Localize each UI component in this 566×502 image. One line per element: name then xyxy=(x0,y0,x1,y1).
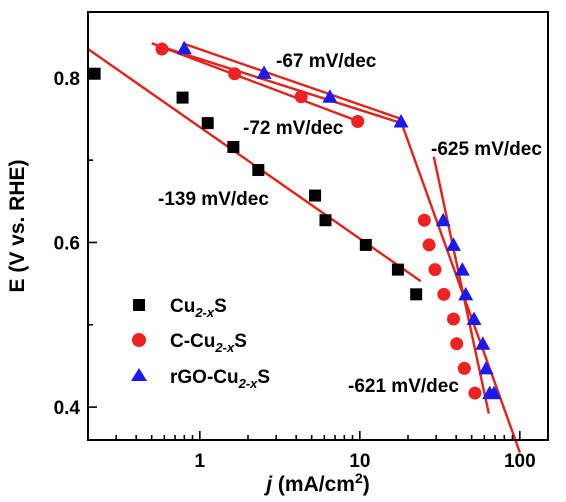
legend-marker-rgo xyxy=(131,368,147,381)
legend-label-cu2s: Cu2-xS xyxy=(170,296,227,320)
plot-frame xyxy=(87,11,549,441)
fit-line-1 xyxy=(151,42,364,125)
point-c-cu2s-4 xyxy=(417,213,431,227)
x-axis-title: j (mA/cm2) xyxy=(263,470,370,496)
x-tick-label-2: 100 xyxy=(504,451,536,472)
point-cu2s-1 xyxy=(176,91,189,104)
point-cu2s-2 xyxy=(201,117,214,130)
point-rgo-cu2s-0 xyxy=(176,40,192,55)
point-c-cu2s-8 xyxy=(447,312,461,326)
point-rgo-cu2s-8 xyxy=(466,311,482,326)
point-cu2s-7 xyxy=(359,238,372,251)
x-tick-label-1: 10 xyxy=(349,451,370,472)
legend: Cu2-xS C-Cu2-xS rGO-Cu2-xS xyxy=(131,296,270,391)
data-markers xyxy=(88,40,502,400)
point-rgo-cu2s-6 xyxy=(454,262,470,276)
point-c-cu2s-11 xyxy=(468,386,482,400)
axis-ticks: 1 10 100 0.4 0.6 0.8 xyxy=(54,69,536,472)
fit-line-5 xyxy=(182,42,402,121)
point-rgo-cu2s-1 xyxy=(256,65,272,79)
point-rgo-cu2s-7 xyxy=(458,286,474,301)
y-axis-title: E (V vs. RHE) xyxy=(6,159,29,292)
y-tick-label-1: 0.6 xyxy=(54,233,80,254)
point-cu2s-8 xyxy=(391,263,404,276)
point-c-cu2s-1 xyxy=(228,67,242,81)
annotation-139: -139 mV/dec xyxy=(158,189,269,210)
x-tick-label-0: 1 xyxy=(195,451,206,472)
y-tick-label-0: 0.4 xyxy=(54,398,81,419)
fit-line-4 xyxy=(432,156,490,414)
annotation-67: -67 mV/dec xyxy=(276,51,377,72)
point-cu2s-0 xyxy=(88,67,101,80)
point-cu2s-5 xyxy=(309,189,322,202)
point-cu2s-6 xyxy=(319,214,332,227)
legend-label-c-cu2s: C-Cu2-xS xyxy=(170,331,247,355)
legend-marker-cu2s xyxy=(133,299,145,311)
point-c-cu2s-2 xyxy=(294,90,308,104)
point-c-cu2s-10 xyxy=(457,361,471,375)
point-rgo-cu2s-12 xyxy=(486,385,502,400)
fit-line-2 xyxy=(155,43,402,125)
point-cu2s-9 xyxy=(410,288,423,301)
point-rgo-cu2s-2 xyxy=(322,89,338,103)
point-rgo-cu2s-10 xyxy=(478,360,494,375)
annotation-621: -621 mV/dec xyxy=(348,376,459,397)
legend-marker-c-cu2s xyxy=(132,333,146,347)
annotation-72: -72 mV/dec xyxy=(243,118,344,139)
point-c-cu2s-6 xyxy=(428,263,442,277)
point-rgo-cu2s-4 xyxy=(435,212,451,227)
point-c-cu2s-9 xyxy=(450,337,464,351)
point-rgo-cu2s-5 xyxy=(446,237,462,251)
fit-line-3 xyxy=(398,116,521,453)
y-tick-label-2: 0.8 xyxy=(54,69,80,90)
annotation-625: -625 mV/dec xyxy=(431,139,542,160)
point-cu2s-4 xyxy=(252,164,265,177)
point-c-cu2s-5 xyxy=(422,238,436,252)
point-c-cu2s-7 xyxy=(437,287,451,301)
legend-label-rgo: rGO-Cu2-xS xyxy=(170,367,270,391)
point-c-cu2s-3 xyxy=(351,114,365,128)
point-cu2s-3 xyxy=(227,140,240,153)
point-rgo-cu2s-3 xyxy=(393,113,409,128)
point-rgo-cu2s-9 xyxy=(475,336,491,350)
point-c-cu2s-0 xyxy=(155,42,169,56)
